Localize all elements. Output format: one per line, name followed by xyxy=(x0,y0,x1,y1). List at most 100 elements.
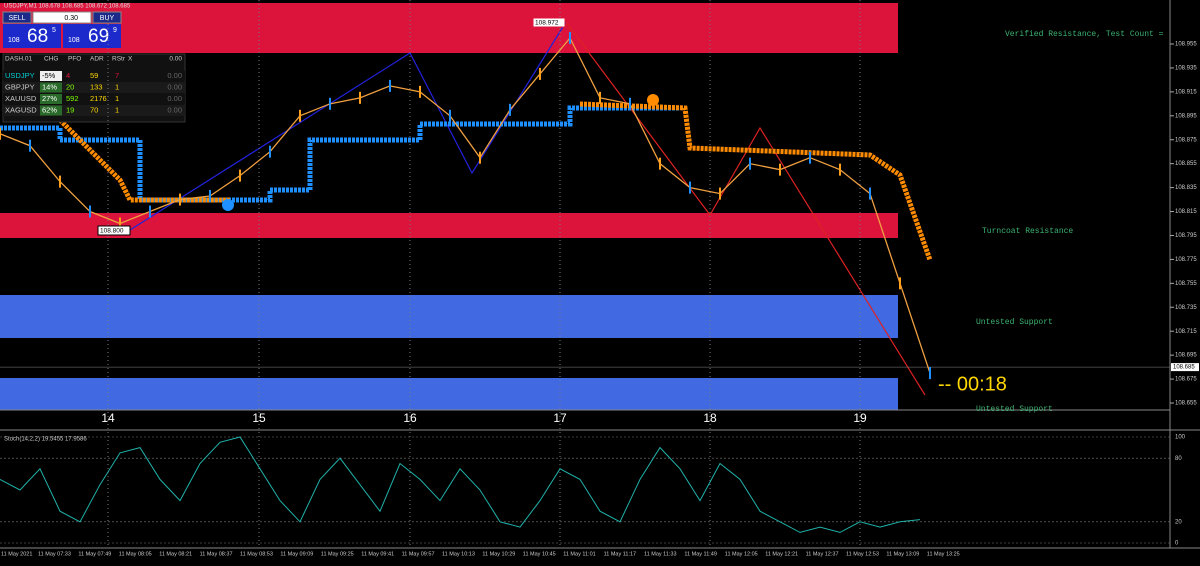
dash-cell: 592 xyxy=(66,94,79,103)
sell-button[interactable] xyxy=(2,11,32,24)
price-line xyxy=(0,36,931,374)
price-bar xyxy=(329,97,331,110)
dash-row xyxy=(3,82,185,93)
dash-header: 0.00 xyxy=(169,56,182,63)
dash-row xyxy=(3,93,185,105)
buy-label: BUY xyxy=(100,15,115,22)
time-label: 11 May 08:53 xyxy=(240,551,273,557)
price-bar xyxy=(479,151,481,164)
time-label: 11 May 10:45 xyxy=(523,551,556,557)
dash-header: ADR xyxy=(90,56,104,63)
dash-cell: 27% xyxy=(42,94,57,103)
dash-header: CHG xyxy=(44,56,58,63)
day-label: 14 xyxy=(101,411,115,425)
time-label: 11 May 12:05 xyxy=(725,551,758,557)
dash-cell: 62% xyxy=(42,105,57,114)
chg-cell xyxy=(40,105,62,116)
timer: -- 00:18 xyxy=(938,373,1007,395)
price-tick-label: 108.855 xyxy=(1175,161,1197,167)
time-label: 11 May 07:49 xyxy=(78,551,111,557)
time-label: 11 May 08:05 xyxy=(119,551,152,557)
time-label: 11 May 11:17 xyxy=(604,551,637,557)
price-bar xyxy=(929,367,931,380)
price-tick-label: 108.875 xyxy=(1175,137,1197,143)
stoch-label: Stoch(14,2,2) 19.5455 17.9586 xyxy=(4,437,87,443)
stoch-tick-label: 0 xyxy=(1175,541,1179,547)
price-tick-label: 108.955 xyxy=(1175,42,1197,48)
day-label: 16 xyxy=(403,411,417,425)
sell-price-box[interactable] xyxy=(3,24,61,48)
dash-header: X xyxy=(128,56,133,63)
price-bar xyxy=(719,187,721,200)
sell-main: 68 xyxy=(27,26,48,47)
day-label: 18 xyxy=(703,411,717,425)
price-tick-label: 108.715 xyxy=(1175,329,1197,335)
price-bar xyxy=(809,151,811,164)
price-bar xyxy=(629,97,631,110)
dash-cell: 2176 xyxy=(90,94,107,103)
price-tick-label: 108.655 xyxy=(1175,401,1197,407)
dash-header: RStr xyxy=(112,56,126,63)
dash-row xyxy=(3,70,185,82)
price-bar xyxy=(569,32,571,45)
dash-cell: 59 xyxy=(90,71,98,80)
low-tag xyxy=(97,225,131,236)
price-tick-label: 108.695 xyxy=(1175,353,1197,359)
lot-input[interactable] xyxy=(32,11,92,24)
price-bar xyxy=(89,205,91,218)
price-tick-label: 108.775 xyxy=(1175,257,1197,263)
high-label: 108.972 xyxy=(535,20,559,27)
time-label: 11 May 13:09 xyxy=(886,551,919,557)
time-label: 11 May 2021 xyxy=(1,551,32,557)
buy-price-box[interactable] xyxy=(63,24,121,48)
dash-cell: 0.00 xyxy=(167,82,182,91)
time-label: 11 May 09:57 xyxy=(402,551,435,557)
price-bar xyxy=(239,169,241,182)
price-tick-label: 108.795 xyxy=(1175,233,1197,239)
day-label: 15 xyxy=(252,411,266,425)
time-label: 11 May 11:01 xyxy=(563,551,596,557)
price-bar xyxy=(749,157,751,170)
dash-cell: 1 xyxy=(115,105,119,114)
dash-cell: XAGUSD xyxy=(5,105,37,114)
day-label: 17 xyxy=(553,411,567,425)
price-bar xyxy=(0,127,1,140)
dash-cell: 70 xyxy=(90,105,98,114)
price-bar xyxy=(509,103,511,116)
zone-label: Verified Resistance, Test Count = xyxy=(1005,30,1164,39)
price-bar xyxy=(149,205,151,218)
buy-main: 69 xyxy=(88,26,109,47)
dash-cell: 133 xyxy=(90,82,103,91)
time-label: 11 May 11:33 xyxy=(644,551,677,557)
sell-big: 108 xyxy=(8,37,20,44)
time-label: 11 May 12:21 xyxy=(765,551,798,557)
price-bar xyxy=(869,187,871,200)
dash-cell: GBPJPY xyxy=(5,82,35,91)
support-zone xyxy=(0,295,898,338)
price-tick-label: 108.675 xyxy=(1175,377,1197,383)
dash-cell: 4 xyxy=(66,71,70,80)
time-label: 11 May 10:13 xyxy=(442,551,475,557)
price-bar xyxy=(119,217,121,230)
time-label: 11 May 08:21 xyxy=(159,551,192,557)
price-bar xyxy=(539,67,541,80)
dash-cell: 0.00 xyxy=(167,71,182,80)
dash-cell: 1 xyxy=(115,94,119,103)
dash-header: DASH.01 xyxy=(5,56,32,63)
price-bar xyxy=(179,193,181,206)
time-label: 11 May 12:53 xyxy=(846,551,879,557)
price-bar xyxy=(839,163,841,176)
price-tick-label: 108.735 xyxy=(1175,305,1197,311)
lot-value: 0.30 xyxy=(64,15,78,22)
buy-button[interactable] xyxy=(92,11,122,24)
time-label: 11 May 09:25 xyxy=(321,551,354,557)
stoch-tick-label: 80 xyxy=(1175,456,1182,462)
zone-label: Turncoat Resistance xyxy=(982,227,1073,236)
time-label: 11 May 09:09 xyxy=(280,551,313,557)
day-label: 19 xyxy=(853,411,867,425)
trend-dots xyxy=(579,101,933,261)
trend-dots xyxy=(0,105,680,203)
price-bar xyxy=(359,91,361,104)
dash-cell: 0.00 xyxy=(167,94,182,103)
